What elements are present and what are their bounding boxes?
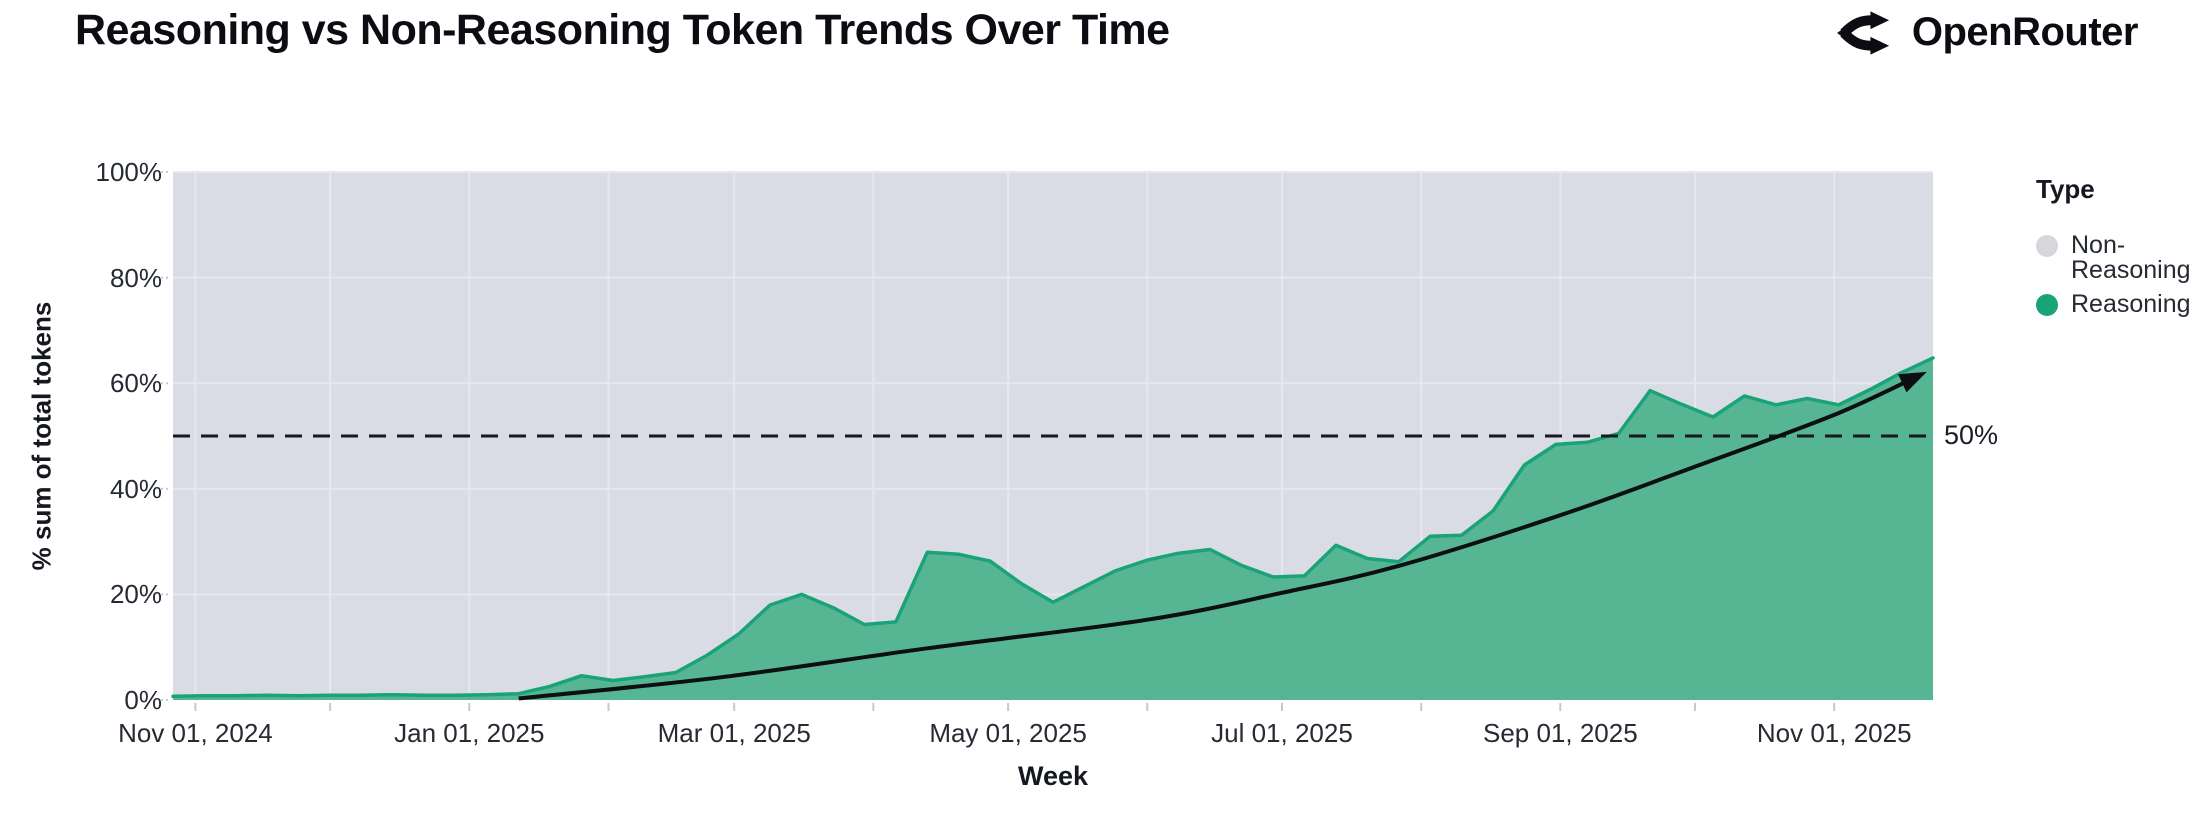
openrouter-logo-text: OpenRouter <box>1911 10 2139 54</box>
y-tick-label: 40% <box>109 473 162 504</box>
trend-arrowhead-icon <box>1898 371 1927 393</box>
x-tick-label: May 01, 2025 <box>929 718 1087 748</box>
x-tick-label: Jan 01, 2025 <box>394 718 545 748</box>
openrouter-logo: OpenRouter <box>1836 10 2139 55</box>
x-tick-label: Mar 01, 2025 <box>657 718 811 748</box>
non-reasoning-swatch-icon <box>2036 235 2058 257</box>
y-tick-label: 100% <box>95 157 163 187</box>
legend-item-label: Reasoning <box>2071 290 2191 318</box>
legend-item-non-reasoning[interactable]: Non-Reasoning <box>2036 233 2194 283</box>
reasoning-swatch-icon <box>2036 294 2058 316</box>
x-tick-label: Nov 01, 2024 <box>118 718 273 748</box>
reasoning-area <box>173 357 1933 700</box>
x-tick-label: Nov 01, 2025 <box>1756 718 1912 748</box>
legend: Type Non-Reasoning Reasoning <box>2036 174 2194 326</box>
reference-line-label: 50% <box>1944 420 1999 450</box>
legend-item-label: Non-Reasoning <box>2071 231 2191 284</box>
legend-item-reasoning[interactable]: Reasoning <box>2036 292 2194 317</box>
x-tick-label: Jul 01, 2025 <box>1211 718 1353 748</box>
y-tick-label: 20% <box>109 579 162 610</box>
y-tick-label: 60% <box>109 368 162 399</box>
trend-arrow-curve <box>518 373 1921 701</box>
y-axis-title: % sum of total tokens <box>26 301 57 571</box>
openrouter-logo-icon <box>1836 10 1889 55</box>
x-tick-label: Sep 01, 2025 <box>1482 718 1638 748</box>
legend-title: Type <box>2036 174 2095 204</box>
reasoning-area-edge <box>171 356 1935 699</box>
y-tick-label: 80% <box>109 262 162 293</box>
chart-plot-area <box>161 171 1935 711</box>
x-axis-title: Week <box>1017 761 1089 791</box>
chart-svg <box>161 171 1935 711</box>
page-title: Reasoning vs Non-Reasoning Token Trends … <box>75 6 1170 54</box>
y-tick-label: 0% <box>124 685 162 715</box>
